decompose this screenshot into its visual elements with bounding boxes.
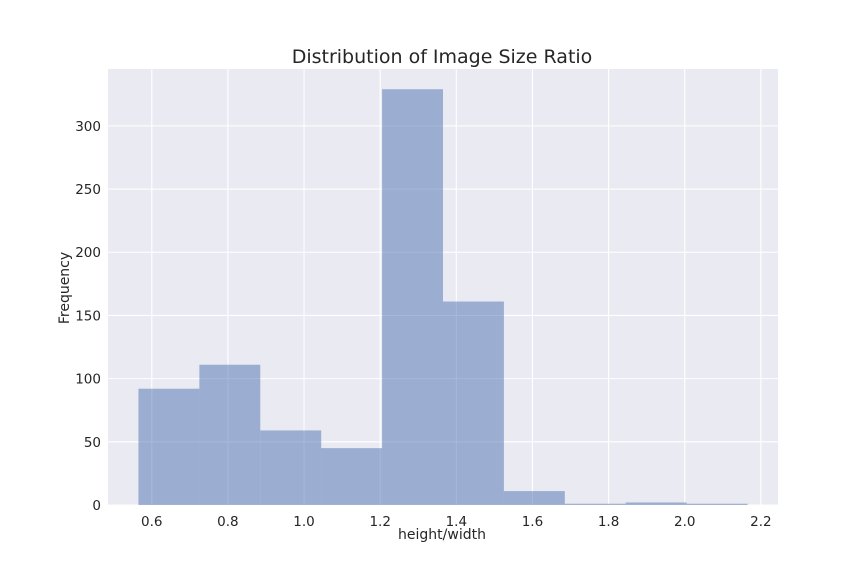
histogram-bar	[260, 430, 322, 505]
histogram-bar	[686, 503, 748, 505]
histogram-bar	[382, 89, 443, 506]
x-gridlines	[151, 69, 762, 505]
y-tick-label: 50	[84, 435, 101, 451]
x-tick-label: 0.8	[217, 514, 238, 530]
x-tick-label: 1.0	[293, 514, 314, 530]
histogram-bar	[138, 388, 200, 505]
y-axis-label: Frequency	[57, 252, 73, 324]
histogram-bar	[443, 301, 504, 505]
x-axis-label: height/width	[398, 527, 486, 543]
x-tick-label: 2.2	[750, 514, 771, 530]
y-tick-label: 200	[75, 245, 101, 261]
x-tick-labels: 0.6 0.8 1.0 1.2 1.4 1.6 1.8 2.0 2.2	[141, 514, 772, 530]
y-tick-labels: 0 50 100 150 200 250 300	[75, 119, 101, 514]
x-tick-label: 1.2	[369, 514, 390, 530]
x-tick-label: 2.0	[674, 514, 695, 530]
y-tick-label: 250	[75, 182, 101, 198]
x-tick-label: 1.6	[522, 514, 543, 530]
x-tick-label: 1.4	[446, 514, 467, 530]
x-tick-label: 0.6	[141, 514, 162, 530]
chart-title: Distribution of Image Size Ratio	[292, 46, 593, 68]
histogram-bar	[564, 503, 626, 505]
histogram-bar	[503, 491, 565, 505]
histogram-bar	[625, 502, 687, 505]
y-tick-label: 300	[75, 119, 101, 135]
x-tick-label: 1.8	[598, 514, 619, 530]
histogram-bars	[138, 89, 748, 506]
histogram-bar	[321, 448, 383, 505]
y-tick-label: 0	[92, 498, 101, 514]
y-tick-label: 150	[75, 308, 101, 324]
histogram-bar	[199, 364, 261, 505]
y-tick-label: 100	[75, 372, 101, 388]
